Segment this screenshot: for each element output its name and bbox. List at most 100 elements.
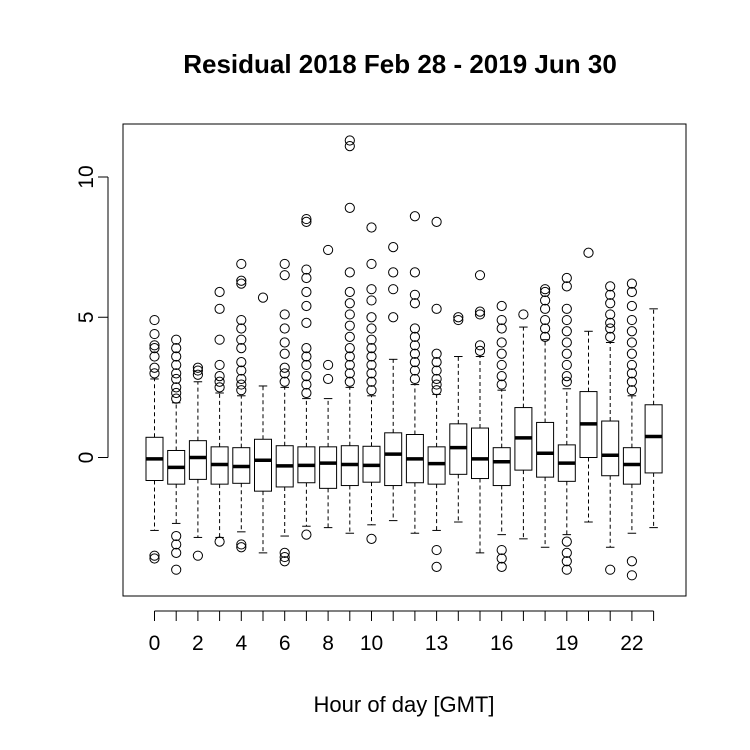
x-tick-label: 19 [555, 632, 578, 655]
outlier-point [149, 553, 160, 564]
outlier-point [496, 544, 507, 556]
x-axis: 0 2 4 6 8 10 13 16 19 22 [149, 610, 655, 655]
outlier-point [301, 264, 312, 275]
outlier-point [171, 343, 182, 354]
y-tick-label: 10 [75, 165, 98, 188]
outlier-point [236, 258, 247, 270]
outlier-point [626, 376, 638, 387]
outlier-point [366, 533, 377, 544]
box-group [319, 244, 338, 529]
outlier-point [431, 544, 442, 556]
outlier-point [214, 303, 225, 314]
outlier-point [192, 362, 203, 373]
outlier-point [279, 551, 290, 563]
x-tick-label: 8 [322, 632, 334, 655]
outlier-point [236, 357, 247, 368]
box-iqr [254, 438, 272, 492]
outlier-point [496, 379, 507, 390]
x-tick-label: 2 [192, 632, 204, 655]
outlier-point [301, 286, 312, 298]
outlier-point [344, 368, 355, 379]
outlier-point [605, 323, 616, 334]
outlier-point [236, 373, 247, 385]
outlier-point [561, 326, 572, 337]
outlier-point [214, 376, 225, 387]
outlier-point [561, 303, 572, 314]
outlier-point [605, 298, 616, 309]
outlier-point [171, 359, 182, 371]
outlier-point [496, 337, 507, 348]
outlier-point [236, 275, 247, 286]
box-group [427, 216, 446, 572]
outlier-point [257, 292, 269, 303]
outlier-point [171, 539, 182, 550]
outlier-point [366, 312, 377, 323]
outlier-point [626, 286, 638, 298]
outlier-point [388, 284, 399, 295]
x-tick-label: 22 [620, 632, 643, 655]
box-group [449, 312, 468, 523]
outlier-point [540, 286, 551, 298]
outlier-point [496, 359, 507, 371]
outlier-point [626, 300, 638, 312]
x-axis-label: Hour of day [GMT] [314, 692, 495, 717]
outlier-point [301, 272, 312, 284]
outlier-point [279, 556, 290, 567]
y-axis: 0 5 10 [75, 165, 109, 463]
outlier-point [366, 222, 377, 233]
outlier-point [431, 373, 442, 385]
outlier-point [214, 359, 225, 371]
outlier-point [171, 564, 182, 575]
outlier-point [149, 328, 160, 340]
outlier-point [626, 337, 638, 348]
outlier-point [171, 387, 182, 399]
outlier-point [561, 556, 572, 567]
outlier-point [409, 323, 420, 334]
outlier-point [431, 561, 442, 572]
box-group [579, 247, 598, 523]
box-iqr [536, 421, 555, 478]
outlier-point [431, 357, 442, 368]
outlier-point [388, 242, 399, 253]
box-iqr [471, 427, 489, 480]
outlier-point [496, 553, 507, 564]
box-iqr [188, 440, 207, 480]
outlier-point [236, 385, 247, 396]
outlier-point [561, 348, 572, 359]
box-group [644, 308, 663, 529]
box-group [601, 281, 620, 575]
outlier-point [518, 309, 529, 320]
box-group [514, 309, 533, 540]
outlier-point [540, 323, 551, 334]
outlier-point [583, 247, 594, 258]
outlier-point [496, 371, 507, 382]
outlier-point [171, 547, 182, 558]
outlier-point [474, 340, 486, 351]
outlier-point [366, 351, 377, 362]
outlier-point [366, 334, 377, 345]
outlier-point [366, 343, 377, 354]
outlier-point [561, 337, 572, 348]
outlier-point [626, 570, 638, 581]
box-iqr [492, 447, 511, 487]
outlier-point [626, 314, 638, 326]
outlier-point [626, 368, 638, 379]
outlier-point [605, 289, 616, 300]
outlier-point [236, 334, 247, 345]
outlier-point [431, 385, 442, 396]
box-group [340, 135, 359, 534]
outlier-point [236, 542, 247, 553]
outlier-point [366, 385, 377, 396]
outlier-point [561, 281, 572, 292]
outlier-point [388, 267, 399, 278]
outlier-point [301, 379, 312, 390]
box-group [145, 314, 164, 564]
box-iqr [427, 446, 446, 485]
boxes-layer [145, 135, 663, 581]
outlier-point [626, 278, 638, 289]
outlier-point [214, 286, 225, 298]
outlier-point [561, 371, 572, 382]
outlier-point [431, 303, 442, 314]
outlier-point [344, 267, 355, 278]
outlier-point [236, 343, 247, 354]
